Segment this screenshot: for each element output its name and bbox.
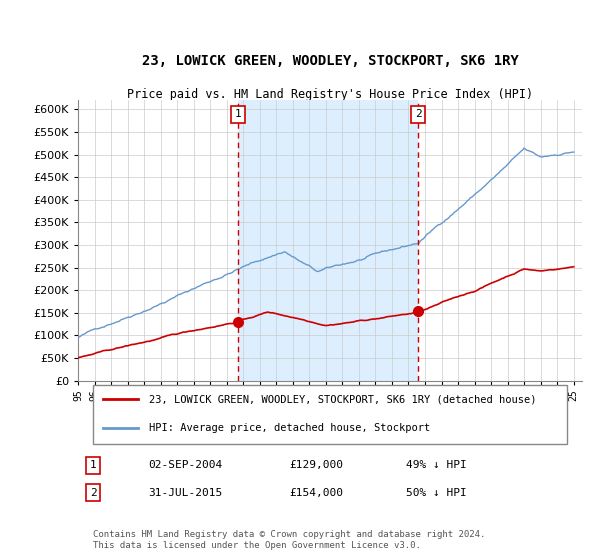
Text: 49% ↓ HPI: 49% ↓ HPI	[406, 460, 466, 470]
Text: HPI: Average price, detached house, Stockport: HPI: Average price, detached house, Stoc…	[149, 423, 430, 433]
Text: 31-JUL-2015: 31-JUL-2015	[149, 488, 223, 498]
Text: £154,000: £154,000	[290, 488, 344, 498]
Text: 2: 2	[415, 109, 421, 119]
Text: Price paid vs. HM Land Registry's House Price Index (HPI): Price paid vs. HM Land Registry's House …	[127, 88, 533, 101]
Text: 2: 2	[90, 488, 97, 498]
FancyBboxPatch shape	[93, 385, 567, 444]
Text: 50% ↓ HPI: 50% ↓ HPI	[406, 488, 466, 498]
Text: 02-SEP-2004: 02-SEP-2004	[149, 460, 223, 470]
Text: 1: 1	[90, 460, 97, 470]
Bar	[238, 100, 418, 381]
Text: 23, LOWICK GREEN, WOODLEY, STOCKPORT, SK6 1RY (detached house): 23, LOWICK GREEN, WOODLEY, STOCKPORT, SK…	[149, 394, 536, 404]
Text: 1: 1	[235, 109, 241, 119]
Text: Contains HM Land Registry data © Crown copyright and database right 2024.
This d: Contains HM Land Registry data © Crown c…	[93, 530, 485, 550]
Text: £129,000: £129,000	[290, 460, 344, 470]
Text: 23, LOWICK GREEN, WOODLEY, STOCKPORT, SK6 1RY: 23, LOWICK GREEN, WOODLEY, STOCKPORT, SK…	[142, 54, 518, 68]
